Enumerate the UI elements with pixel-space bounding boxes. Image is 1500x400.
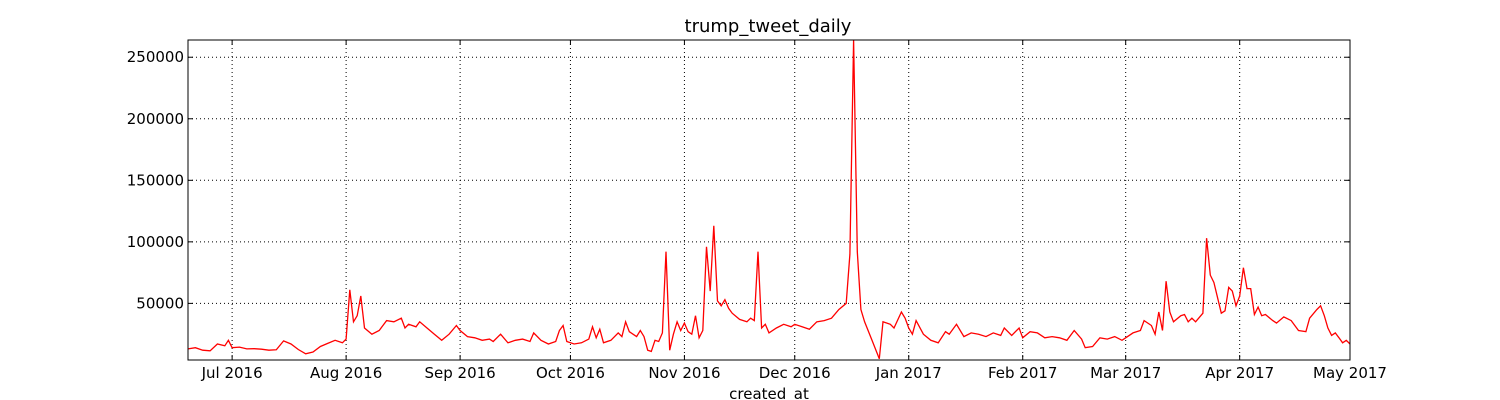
x-tick-label: Oct 2016 [536,364,605,382]
x-axis-label: created_at [729,385,809,400]
x-tick-label: Sep 2016 [425,364,496,382]
series-line [187,39,1351,360]
y-tick-label: 150000 [127,171,184,189]
plot-frame [187,39,1351,361]
axis-ticks: Jul 2016 Aug 2016 Sep 2016 Oct 2016 Nov 2016… [127,40,1387,382]
x-tick-label: May 2017 [1313,364,1387,382]
x-tick-label: Feb 2017 [988,364,1058,382]
x-tick-label: Aug 2016 [310,364,382,382]
line-layer [187,39,1351,360]
x-tick-label: Jan 2017 [875,364,942,382]
y-tick-label: 200000 [127,110,184,128]
y-tick-label: 250000 [127,48,184,66]
x-tick-label: Nov 2016 [648,364,720,382]
x-tick-label: Dec 2016 [759,364,831,382]
y-tick-label: 50000 [136,294,184,312]
y-tick-label: 100000 [127,233,184,251]
grid [188,40,1351,360]
x-tick-label: Mar 2017 [1090,364,1161,382]
chart-title: trump_tweet_daily [685,16,852,37]
x-tick-label: Jul 2016 [201,364,263,382]
x-tick-label: Apr 2017 [1205,364,1274,382]
